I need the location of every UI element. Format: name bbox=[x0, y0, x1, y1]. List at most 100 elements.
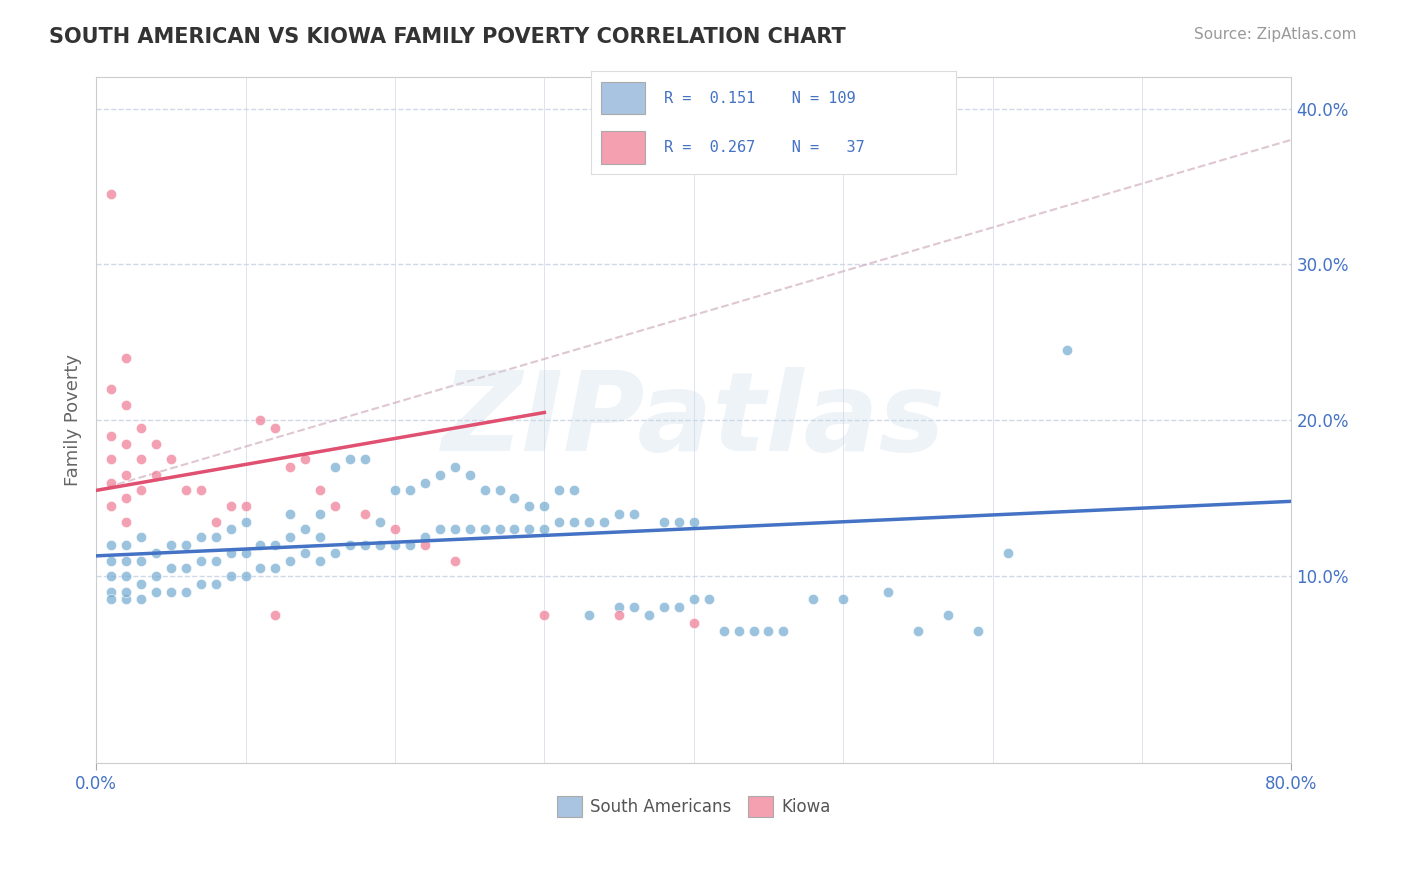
Point bbox=[264, 538, 287, 552]
Point bbox=[668, 515, 690, 529]
Point bbox=[294, 522, 316, 536]
Point bbox=[474, 483, 496, 498]
Point bbox=[682, 515, 704, 529]
Point bbox=[323, 546, 346, 560]
Point bbox=[474, 522, 496, 536]
Point bbox=[413, 475, 436, 490]
Point bbox=[562, 483, 585, 498]
Point bbox=[204, 530, 226, 544]
Point bbox=[159, 538, 181, 552]
Point bbox=[235, 515, 257, 529]
Point bbox=[1056, 343, 1078, 358]
Point bbox=[399, 538, 422, 552]
Point bbox=[936, 608, 959, 623]
Point bbox=[443, 553, 465, 567]
Point bbox=[159, 561, 181, 575]
Point bbox=[115, 398, 138, 412]
Point bbox=[115, 515, 138, 529]
FancyBboxPatch shape bbox=[602, 82, 645, 114]
Point bbox=[488, 522, 510, 536]
Point bbox=[264, 608, 287, 623]
Point bbox=[129, 577, 152, 591]
Point bbox=[159, 584, 181, 599]
Point bbox=[145, 584, 167, 599]
Point bbox=[652, 515, 675, 529]
Point bbox=[129, 421, 152, 435]
Point bbox=[115, 436, 138, 450]
Text: Source: ZipAtlas.com: Source: ZipAtlas.com bbox=[1194, 27, 1357, 42]
Point bbox=[100, 475, 122, 490]
Point bbox=[190, 553, 212, 567]
Point bbox=[100, 538, 122, 552]
Point bbox=[235, 499, 257, 513]
Point bbox=[115, 569, 138, 583]
Point bbox=[129, 452, 152, 467]
Point bbox=[309, 530, 332, 544]
Point bbox=[100, 499, 122, 513]
Point bbox=[503, 491, 526, 506]
Point bbox=[801, 592, 824, 607]
Point bbox=[323, 499, 346, 513]
Point bbox=[190, 530, 212, 544]
Point bbox=[772, 624, 794, 638]
Point bbox=[145, 569, 167, 583]
Point bbox=[100, 452, 122, 467]
Point bbox=[339, 452, 361, 467]
Point bbox=[519, 522, 541, 536]
Text: SOUTH AMERICAN VS KIOWA FAMILY POVERTY CORRELATION CHART: SOUTH AMERICAN VS KIOWA FAMILY POVERTY C… bbox=[49, 27, 846, 46]
Point bbox=[190, 577, 212, 591]
Point bbox=[323, 460, 346, 475]
Point bbox=[533, 608, 555, 623]
Point bbox=[384, 538, 406, 552]
Point bbox=[115, 584, 138, 599]
Point bbox=[997, 546, 1019, 560]
Point bbox=[413, 530, 436, 544]
Point bbox=[190, 483, 212, 498]
Point bbox=[280, 460, 302, 475]
Point bbox=[145, 546, 167, 560]
Point bbox=[638, 608, 661, 623]
Point bbox=[264, 421, 287, 435]
Point bbox=[399, 483, 422, 498]
Point bbox=[100, 429, 122, 443]
Point bbox=[145, 436, 167, 450]
Point bbox=[235, 569, 257, 583]
Point bbox=[354, 452, 377, 467]
Point bbox=[115, 553, 138, 567]
Point bbox=[519, 499, 541, 513]
Point bbox=[623, 507, 645, 521]
Point bbox=[652, 600, 675, 615]
Text: R =  0.151    N = 109: R = 0.151 N = 109 bbox=[664, 90, 855, 105]
Point bbox=[503, 522, 526, 536]
Point bbox=[339, 538, 361, 552]
Point bbox=[309, 553, 332, 567]
Point bbox=[578, 608, 600, 623]
Point bbox=[100, 569, 122, 583]
Legend: South Americans, Kiowa: South Americans, Kiowa bbox=[550, 789, 838, 823]
Point bbox=[832, 592, 855, 607]
Point bbox=[384, 522, 406, 536]
Point bbox=[429, 522, 451, 536]
Point bbox=[294, 452, 316, 467]
Point bbox=[368, 538, 391, 552]
Point bbox=[593, 515, 616, 529]
Point bbox=[668, 600, 690, 615]
Point bbox=[578, 515, 600, 529]
Point bbox=[115, 467, 138, 482]
Point bbox=[174, 538, 197, 552]
Point bbox=[354, 538, 377, 552]
Point bbox=[309, 483, 332, 498]
Point bbox=[249, 538, 271, 552]
Point bbox=[100, 584, 122, 599]
Point bbox=[907, 624, 929, 638]
Point bbox=[742, 624, 765, 638]
Point bbox=[443, 460, 465, 475]
Point bbox=[697, 592, 720, 607]
Point bbox=[115, 351, 138, 365]
Point bbox=[384, 483, 406, 498]
Point bbox=[100, 187, 122, 202]
Point bbox=[129, 530, 152, 544]
Point bbox=[264, 561, 287, 575]
Point bbox=[174, 561, 197, 575]
Point bbox=[249, 413, 271, 427]
